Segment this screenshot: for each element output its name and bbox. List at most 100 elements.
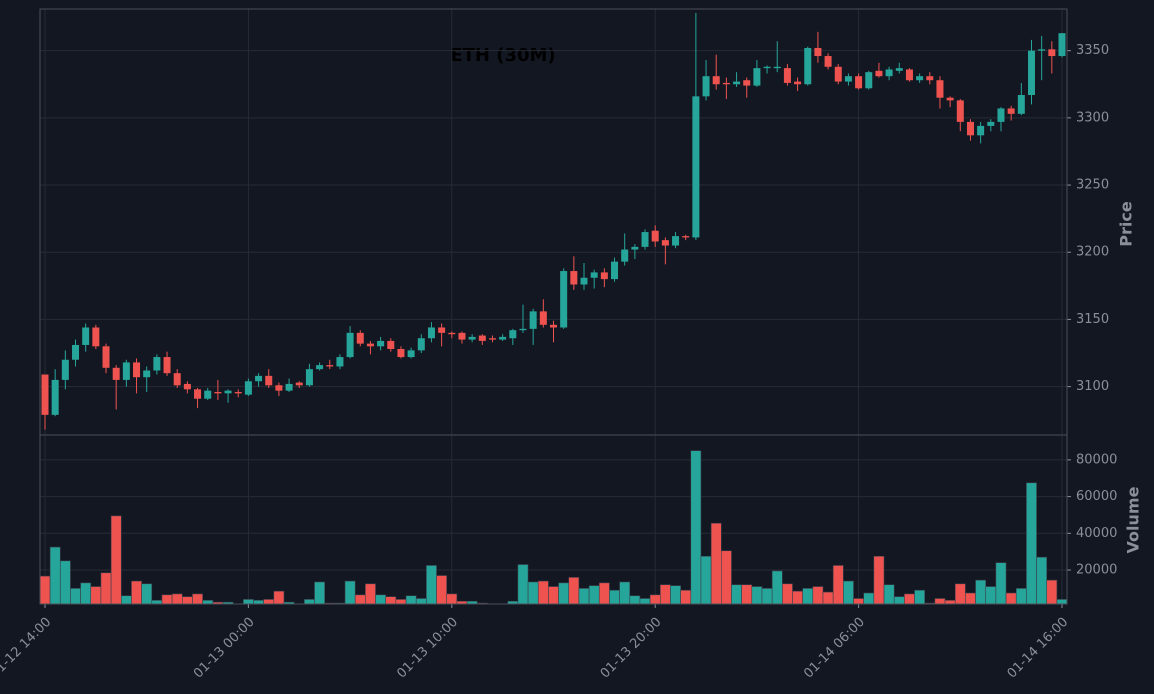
volume-bar — [863, 592, 875, 605]
candle-body — [1038, 49, 1046, 51]
candle-body — [275, 385, 283, 391]
y-tick-label: 3100 — [1076, 379, 1109, 394]
volume-bar — [527, 581, 539, 605]
volume-bar — [578, 588, 590, 605]
candle-body — [377, 340, 385, 347]
candle-body — [397, 348, 405, 358]
volume-bar — [100, 572, 112, 605]
volume-bar — [161, 594, 173, 605]
candle-body — [458, 332, 466, 340]
candle-body — [580, 277, 588, 285]
volume-bar — [80, 582, 92, 605]
volume-bar — [568, 577, 580, 605]
candle-body — [722, 82, 730, 85]
candle-body — [916, 76, 924, 81]
candle-body — [977, 125, 985, 136]
volume-bar — [680, 589, 692, 605]
candle-body — [702, 76, 710, 97]
candle-body — [712, 76, 720, 85]
candle-body — [204, 390, 212, 399]
candle-body — [631, 246, 639, 250]
candle-body — [519, 328, 527, 331]
candle-body — [488, 338, 496, 340]
candle-body — [661, 240, 669, 246]
volume-bar — [731, 584, 742, 605]
y-tick-label: 40000 — [1076, 526, 1117, 541]
volume-bar — [832, 565, 844, 605]
y-tick-label: 80000 — [1076, 452, 1117, 467]
candle-body — [133, 362, 141, 378]
candle-body — [153, 357, 161, 371]
candle-body — [183, 383, 191, 390]
candle-body — [214, 391, 222, 394]
candle-body — [966, 121, 974, 136]
candle-body — [61, 359, 69, 380]
candle-body — [1017, 95, 1025, 114]
candle-body — [855, 76, 863, 89]
candle-body — [600, 272, 608, 280]
volume-bar — [609, 589, 620, 605]
volume-bar — [517, 564, 529, 605]
candle-body — [814, 47, 822, 57]
candle-body — [1058, 33, 1066, 57]
volume-bar — [395, 599, 407, 605]
candle-body — [417, 338, 425, 351]
candle-body — [478, 335, 486, 341]
volume-bar — [985, 586, 997, 605]
volume-bar — [965, 592, 976, 605]
volume-bar — [670, 585, 681, 605]
volume-bar — [365, 583, 376, 605]
volume-bar — [131, 580, 142, 605]
volume-bar — [405, 595, 417, 605]
candle-body — [763, 66, 771, 69]
candle-body — [234, 391, 242, 394]
candle-body — [92, 327, 100, 347]
candle-body — [244, 381, 252, 395]
candle-body — [550, 324, 557, 328]
y-tick-label: 3300 — [1076, 110, 1109, 125]
volume-bar — [995, 562, 1007, 605]
volume-bar — [202, 600, 214, 605]
volume-bar — [110, 515, 122, 605]
y-axis-label: Price — [1117, 201, 1136, 247]
volume-bar — [151, 600, 163, 605]
y-tick-label: 60000 — [1076, 489, 1117, 504]
candle-body — [407, 350, 415, 358]
candle-body — [72, 344, 80, 360]
candle-body — [326, 365, 334, 367]
volume-bar — [1036, 556, 1048, 605]
volume-bar — [446, 593, 458, 605]
volume-bar — [649, 594, 661, 605]
volume-bar — [273, 590, 285, 605]
candle-body — [844, 76, 852, 82]
y-tick-label: 3350 — [1076, 43, 1109, 58]
candle-body — [82, 327, 90, 345]
volume-bar — [49, 546, 61, 605]
candle-body — [122, 362, 130, 380]
candle-body — [102, 346, 110, 368]
volume-bar — [181, 596, 193, 605]
volume-bar — [690, 450, 702, 605]
candle-body — [1027, 50, 1035, 96]
candle-body — [672, 236, 680, 246]
candle-body — [255, 375, 263, 382]
volume-bar — [721, 550, 732, 605]
y-tick-label: 3200 — [1076, 245, 1109, 260]
candle-body — [753, 68, 761, 86]
volume-bar — [1015, 588, 1027, 605]
candle-body — [824, 56, 832, 67]
volume-bar — [639, 598, 651, 605]
candle-body — [987, 121, 995, 126]
candle-body — [529, 311, 537, 329]
candle-body — [926, 76, 934, 81]
volume-bar — [944, 600, 956, 605]
volume-bar — [710, 522, 722, 605]
volume-bar — [588, 585, 600, 605]
candle-body — [682, 236, 690, 238]
volume-bar — [873, 555, 885, 605]
candle-body — [41, 374, 49, 415]
candle-body — [194, 389, 202, 399]
volume-bar — [39, 575, 51, 605]
